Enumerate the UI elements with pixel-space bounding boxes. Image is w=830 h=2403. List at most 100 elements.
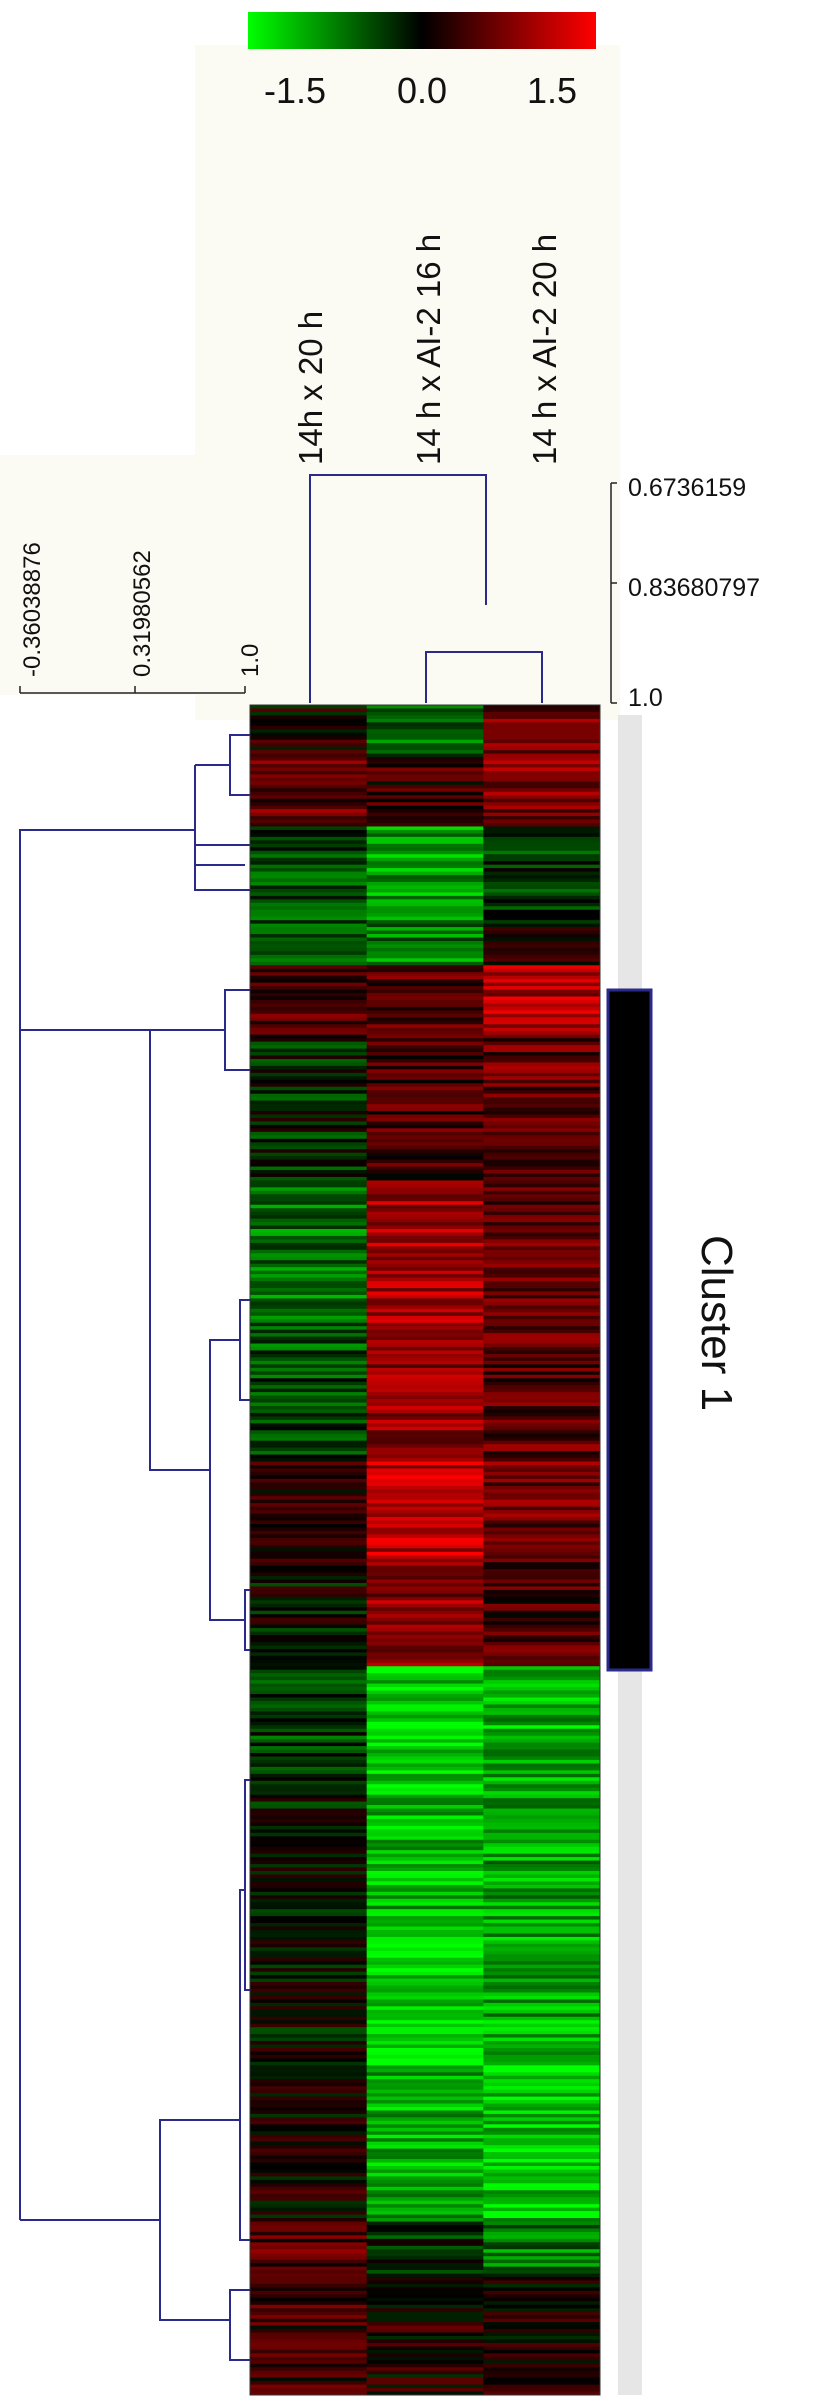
heatmap-cell: [366, 2263, 484, 2268]
heatmap-cell: [483, 822, 601, 827]
heatmap-cell: [483, 1905, 601, 1910]
heatmap-cell: [366, 1440, 484, 1445]
heatmap-cell: [366, 1808, 484, 1813]
heatmap-cell: [483, 1402, 601, 1407]
heatmap-cell: [366, 805, 484, 810]
heatmap-cell: [366, 2346, 484, 2351]
heatmap-cell: [366, 1190, 484, 1195]
heatmap-cell: [483, 1197, 601, 1202]
heatmap-cell: [250, 1694, 368, 1698]
heatmap-cell: [366, 1107, 484, 1112]
heatmap-cell: [366, 1017, 484, 1022]
heatmap-cell: [483, 1048, 601, 1053]
heatmap-cell: [250, 1544, 368, 1549]
heatmap-cell: [483, 2041, 601, 2046]
heatmap-cell: [250, 913, 368, 918]
heatmap-cell: [250, 986, 368, 991]
heatmap-cell: [250, 1371, 368, 1376]
heatmap-cell: [250, 1166, 368, 1171]
heatmap-cell: [250, 1041, 368, 1046]
heatmap-cell: [250, 1253, 368, 1258]
heatmap-cell: [483, 2339, 601, 2344]
heatmap-cell: [366, 1749, 484, 1754]
heatmap-cell: [366, 2329, 484, 2334]
heatmap-cell: [483, 2277, 601, 2281]
heatmap-cell: [483, 2391, 601, 2396]
heatmap-cell: [250, 1308, 368, 1313]
heatmap-cell: [250, 1905, 368, 1910]
heatmap-cell: [250, 2061, 368, 2066]
heatmap-cell: [483, 1489, 601, 1494]
heatmap-cell: [483, 2367, 601, 2372]
heatmap-cell: [250, 999, 368, 1004]
heatmap-cell: [366, 2311, 484, 2316]
color-legend-bar: [248, 12, 596, 49]
heatmap-cell: [366, 913, 484, 918]
heatmap-cell: [250, 944, 368, 949]
heatmap-cell: [366, 1447, 484, 1452]
heatmap-cell: [366, 2353, 484, 2358]
heatmap-cell: [366, 2349, 484, 2354]
heatmap-cell: [250, 736, 368, 741]
heatmap-cell: [366, 1669, 484, 1674]
heatmap-cell: [366, 2172, 484, 2177]
column-dendrogram-merge-low: [425, 651, 543, 703]
heatmap-cell: [250, 1742, 368, 1747]
heatmap-cell: [250, 1447, 368, 1452]
heatmap-cell: [250, 1551, 368, 1556]
heatmap-cell: [483, 1787, 601, 1792]
heatmap-cell: [366, 1135, 484, 1140]
heatmap-cell: [483, 1926, 601, 1931]
heatmap-cell: [366, 1582, 484, 1587]
heatmap-cell: [250, 1558, 368, 1563]
heatmap-cell: [483, 1714, 601, 1719]
heatmap-cell: [483, 1694, 601, 1698]
heatmap-cell: [250, 861, 368, 866]
heatmap-cell: [250, 1867, 368, 1872]
heatmap-cell: [366, 1031, 484, 1036]
heatmap-cell: [483, 2093, 601, 2098]
heatmap-cell: [366, 2363, 484, 2368]
heatmap-cell: [483, 1461, 601, 1466]
heatmap-cell: [250, 1784, 368, 1789]
heatmap-cell: [483, 2075, 601, 2080]
heatmap-cell: [366, 760, 484, 765]
heatmap-cell: [366, 2388, 484, 2393]
heatmap-cell: [366, 1277, 484, 1282]
heatmap-cell: [483, 1426, 601, 1431]
heatmap-cell: [250, 2259, 368, 2264]
heatmap-cell: [483, 1013, 601, 1018]
heatmap-cell: [483, 857, 601, 862]
heatmap-cell: [366, 729, 484, 734]
heatmap-cell: [483, 1222, 601, 1227]
heatmap-cell: [366, 1336, 484, 1341]
heatmap-cell: [483, 1895, 601, 1900]
heatmap-cell: [250, 2308, 368, 2313]
heatmap-cell: [250, 1798, 368, 1803]
heatmap-cell: [483, 1732, 601, 1737]
heatmap-cell: [366, 1367, 484, 1372]
heatmap-cell: [483, 899, 601, 904]
heatmap-cell: [483, 1166, 601, 1171]
heatmap-cell: [366, 857, 484, 862]
heatmap-cell: [366, 1433, 484, 1438]
heatmap-cell: [483, 1864, 601, 1869]
heatmap-cell: [250, 2256, 368, 2261]
heatmap-cell: [366, 1999, 484, 2004]
heatmap-cell: [250, 982, 368, 987]
heatmap-cell: [483, 1090, 601, 1095]
heatmap-cell: [483, 1870, 601, 1875]
heatmap-cell: [366, 2204, 484, 2209]
heatmap-cell: [366, 1405, 484, 1410]
heatmap-cell: [250, 1964, 368, 1969]
heatmap-cell: [483, 2020, 601, 2025]
heatmap-cell: [483, 736, 601, 741]
heatmap-cell: [483, 2047, 601, 2052]
heatmap-cell: [366, 2259, 484, 2264]
heatmap-cell: [250, 1020, 368, 1025]
heatmap-cell: [366, 829, 484, 834]
heatmap-cell: [250, 1173, 368, 1178]
heatmap-cell: [366, 1791, 484, 1796]
heatmap-cell: [250, 2391, 368, 2396]
heatmap-cell: [366, 1235, 484, 1240]
